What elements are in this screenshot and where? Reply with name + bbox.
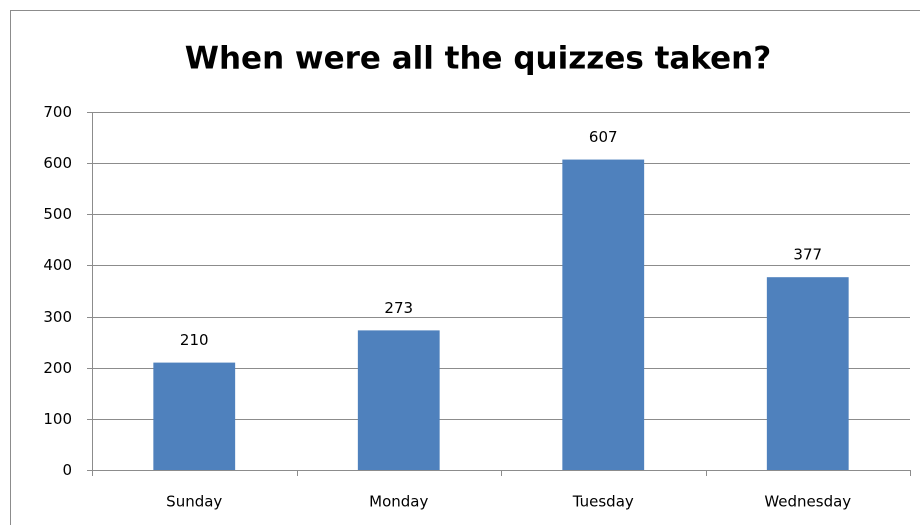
bar [766,277,849,470]
bar [562,159,645,470]
y-tick-label: 0 [62,461,72,479]
data-label: 210 [180,331,209,349]
x-tick-label: Wednesday [764,493,851,511]
y-tick-label: 600 [43,154,72,172]
y-tick-label: 500 [43,205,72,223]
data-label: 273 [384,299,413,317]
x-tick-label: Monday [369,493,428,511]
bar [153,362,236,470]
chart-title: When were all the quizzes taken? [185,41,771,77]
x-tick-label: Sunday [166,493,222,511]
bar [357,330,440,470]
y-tick-label: 300 [43,308,72,326]
x-tick-label: Tuesday [572,493,634,511]
y-tick-label: 400 [43,256,72,274]
y-tick-label: 700 [43,103,72,121]
y-tick-label: 200 [43,359,72,377]
data-label: 377 [793,246,822,264]
data-label: 607 [589,128,618,146]
y-tick-label: 100 [43,410,72,428]
